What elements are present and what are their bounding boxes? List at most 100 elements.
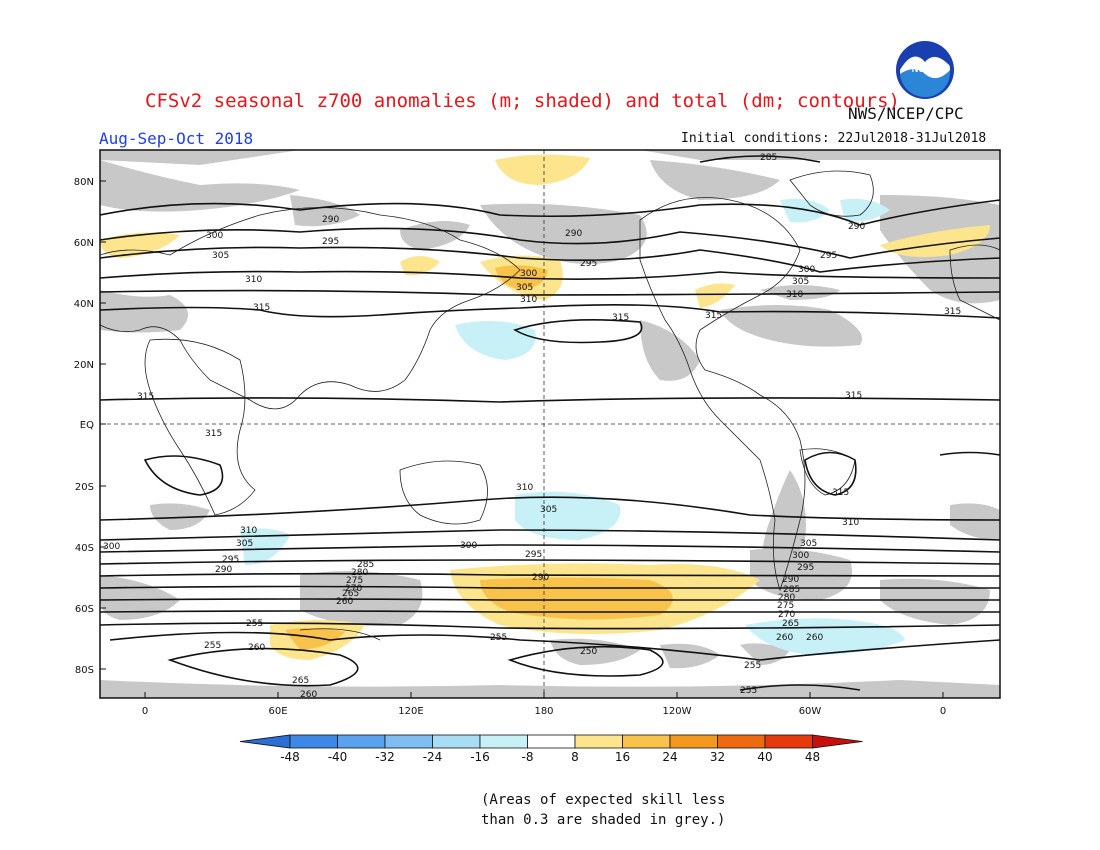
lat-label: 80N [74, 177, 94, 188]
contour-label: 255 [490, 633, 507, 643]
contour-label: 315 [612, 313, 629, 323]
contour-label: 315 [137, 392, 154, 402]
contour-label: 305 [212, 251, 229, 261]
contour-label: 265 [782, 619, 799, 629]
latitude-labels: 80N 60N 40N 20N EQ 20S 40S 60S 80S [74, 177, 94, 676]
contour-label: 295 [580, 259, 597, 269]
contour-label: 315 [832, 488, 849, 498]
contour-labels: 285 290 290 290 295 295 295 300 300 300 … [103, 153, 961, 700]
contour-label: 285 [357, 560, 374, 570]
contour-label: 300 [460, 541, 477, 551]
lat-label: 80S [75, 665, 94, 676]
contour-label: 305 [800, 539, 817, 549]
lat-label: 40S [75, 543, 94, 554]
contour-label: 265 [342, 589, 359, 599]
colorbar-tick-label: -16 [470, 750, 490, 764]
colorbar-segment [669, 734, 718, 749]
contour-label: 255 [246, 619, 263, 629]
colorbar-segment [337, 734, 386, 749]
initial-conditions: Initial conditions: 22Jul2018-31Jul2018 [681, 131, 987, 146]
colorbar-tick-label: 48 [805, 750, 820, 764]
contour-label: 305 [792, 277, 809, 287]
color-bar: -48 -40 -32 -24 -16 -8 8 16 24 32 40 48 [239, 734, 863, 764]
forecast-period: Aug-Sep-Oct 2018 [99, 129, 254, 148]
colorbar-segment [384, 734, 433, 749]
colorbar-tick-label: 32 [710, 750, 725, 764]
contour-label: 290 [532, 573, 549, 583]
contour-label: 310 [842, 518, 859, 528]
contour-label: 260 [776, 633, 793, 643]
contour-label: 285 [783, 585, 800, 595]
contour-label: 300 [520, 269, 537, 279]
lon-label: 60W [799, 706, 822, 717]
colorbar-segment [289, 734, 338, 749]
contour-label: 295 [797, 563, 814, 573]
contour-label: 265 [292, 676, 309, 686]
lat-label: EQ [80, 420, 94, 431]
colorbar-segment [764, 734, 813, 749]
colorbar-tick-label: -40 [328, 750, 348, 764]
lon-label: 60E [268, 706, 287, 717]
contour-label: 275 [777, 601, 794, 611]
colorbar-tick-label: 16 [615, 750, 630, 764]
height-contours [100, 155, 1000, 691]
contour-label: 275 [346, 576, 363, 586]
colorbar-segment [574, 734, 623, 749]
contour-label: 310 [245, 275, 262, 285]
lat-label: 40N [74, 299, 94, 310]
colorbar-tick-label: -24 [423, 750, 443, 764]
contour-label: 300 [792, 551, 809, 561]
contour-label: 260 [300, 690, 317, 700]
colorbar-arrow-right [812, 734, 863, 749]
contour-label: 295 [222, 555, 239, 565]
contour-label: 305 [236, 539, 253, 549]
colorbar-tick-label: -32 [375, 750, 395, 764]
lon-label: 120E [398, 706, 423, 717]
colorbar-segment [622, 734, 671, 749]
contour-label: 255 [744, 661, 761, 671]
contour-label: 315 [705, 311, 722, 321]
longitude-labels: 0 60E 120E 180 120W 60W 0 [142, 706, 946, 717]
contour-label: 255 [740, 686, 757, 696]
skill-note-line1: (Areas of expected skill less [481, 792, 726, 808]
contour-label: 310 [520, 295, 537, 305]
map-title: CFSv2 seasonal z700 anomalies (m; shaded… [145, 90, 900, 112]
lat-label: 60S [75, 604, 94, 615]
lat-label: 20N [74, 360, 94, 371]
reference-lines [100, 150, 1000, 698]
contour-label: 260 [248, 643, 265, 653]
contour-label: 305 [516, 283, 533, 293]
contour-label: 300 [798, 265, 815, 275]
lon-label: 180 [534, 706, 553, 717]
colorbar-tick-label: -8 [522, 750, 534, 764]
agency-label: NWS/NCEP/CPC [848, 104, 964, 123]
noaa-logo: NOAA [896, 41, 954, 99]
contour-label: 300 [103, 542, 120, 552]
colorbar-segment [432, 734, 481, 749]
lat-label: 20S [75, 482, 94, 493]
contour-label: 270 [778, 610, 795, 620]
contour-label: 290 [565, 229, 582, 239]
contour-label: 290 [848, 222, 865, 232]
colorbar-arrow-left [239, 734, 291, 749]
contour-label: 270 [345, 584, 362, 594]
colorbar-tick-label: 8 [571, 750, 579, 764]
contour-label: 295 [322, 237, 339, 247]
svg-text:NOAA: NOAA [912, 64, 939, 74]
contour-label: 310 [786, 290, 803, 300]
lon-label: 0 [142, 706, 148, 717]
colorbar-segment [527, 734, 576, 749]
contour-label: 315 [944, 307, 961, 317]
contour-label: 315 [845, 391, 862, 401]
contour-label: 290 [322, 215, 339, 225]
contour-label: 260 [336, 597, 353, 607]
contour-label: 305 [540, 505, 557, 515]
contour-label: 250 [580, 647, 597, 657]
skill-note-line2: than 0.3 are shaded in grey.) [481, 812, 726, 828]
contour-label: 315 [205, 429, 222, 439]
colorbar-segment [717, 734, 766, 749]
colorbar-tick-label: 40 [757, 750, 772, 764]
lon-label: 0 [940, 706, 946, 717]
contour-label: 310 [516, 483, 533, 493]
